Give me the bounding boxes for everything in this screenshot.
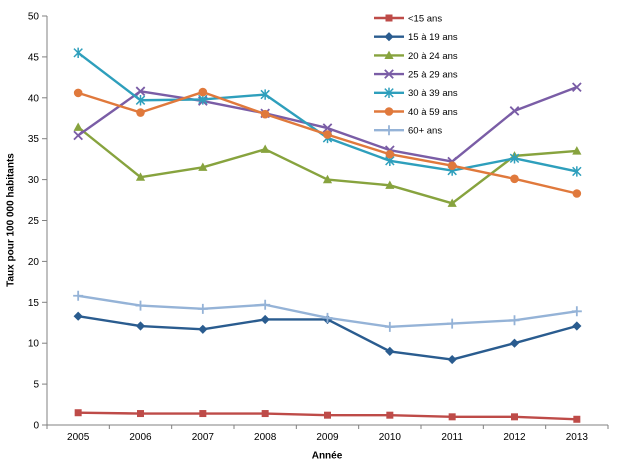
y-tick-label: 25 bbox=[28, 216, 40, 227]
legend-label: 15 à 19 ans bbox=[408, 32, 458, 43]
legend-label: 40 à 59 ans bbox=[408, 107, 458, 118]
series-25-29-ans bbox=[73, 82, 582, 167]
x-tick-label: 2007 bbox=[192, 432, 215, 443]
y-tick-label: 30 bbox=[28, 175, 40, 186]
x-tick-label: 2006 bbox=[129, 432, 152, 443]
x-tick-label: 2008 bbox=[254, 432, 277, 443]
x-tick-label: 2013 bbox=[566, 432, 589, 443]
y-tick-label: 15 bbox=[28, 298, 40, 309]
legend-label: <15 ans bbox=[408, 13, 442, 24]
legend-item: 40 à 59 ans bbox=[374, 107, 458, 118]
y-tick-label: 5 bbox=[33, 380, 39, 391]
y-tick-label: 20 bbox=[28, 257, 40, 268]
series-40-59-ans bbox=[73, 87, 582, 198]
legend-item: 20 à 24 ans bbox=[374, 50, 458, 62]
legend-item: 25 à 29 ans bbox=[374, 69, 458, 81]
y-tick-label: 35 bbox=[28, 134, 40, 145]
x-axis-title: Année bbox=[311, 450, 343, 462]
x-axis-ticks: 2005 2006 2007 2008 2009 2010 2011 2012 2013 bbox=[46, 425, 609, 443]
legend-item: <15 ans bbox=[374, 13, 442, 24]
x-tick-label: 2009 bbox=[316, 432, 339, 443]
x-tick-label: 2011 bbox=[441, 432, 463, 443]
legend-label: 20 à 24 ans bbox=[408, 51, 458, 62]
y-tick-label: 45 bbox=[28, 52, 40, 63]
y-tick-label: 0 bbox=[33, 421, 39, 432]
legend-label: 30 à 39 ans bbox=[408, 88, 458, 99]
y-tick-label: 10 bbox=[28, 339, 40, 350]
y-axis-ticks: 0 5 10 15 20 25 30 35 40 45 50 bbox=[28, 12, 47, 432]
y-tick-label: 50 bbox=[28, 12, 40, 23]
x-tick-label: 2005 bbox=[67, 432, 90, 443]
legend-label: 60+ ans bbox=[408, 126, 442, 137]
x-tick-label: 2010 bbox=[379, 432, 402, 443]
series-30-39-ans bbox=[73, 47, 582, 177]
y-axis-title: Taux pour 100 000 habitants bbox=[5, 153, 17, 287]
series-60+-ans bbox=[73, 290, 582, 332]
axes: 0 5 10 15 20 25 30 35 40 45 50 2005 2006 2007 2008 2009… bbox=[28, 12, 609, 443]
legend-item: 15 à 19 ans bbox=[374, 32, 458, 43]
legend-item: 60+ ans bbox=[374, 125, 442, 137]
legend: <15 ans 15 à 19 ans 20 à 24 ans 25 à 29 ans… bbox=[374, 13, 458, 137]
series-20-24-ans bbox=[73, 122, 582, 207]
legend-item: 30 à 39 ans bbox=[374, 87, 458, 99]
series-<15-ans bbox=[74, 409, 581, 423]
x-tick-label: 2012 bbox=[503, 432, 526, 443]
legend-label: 25 à 29 ans bbox=[408, 70, 458, 81]
y-tick-label: 40 bbox=[28, 93, 40, 104]
